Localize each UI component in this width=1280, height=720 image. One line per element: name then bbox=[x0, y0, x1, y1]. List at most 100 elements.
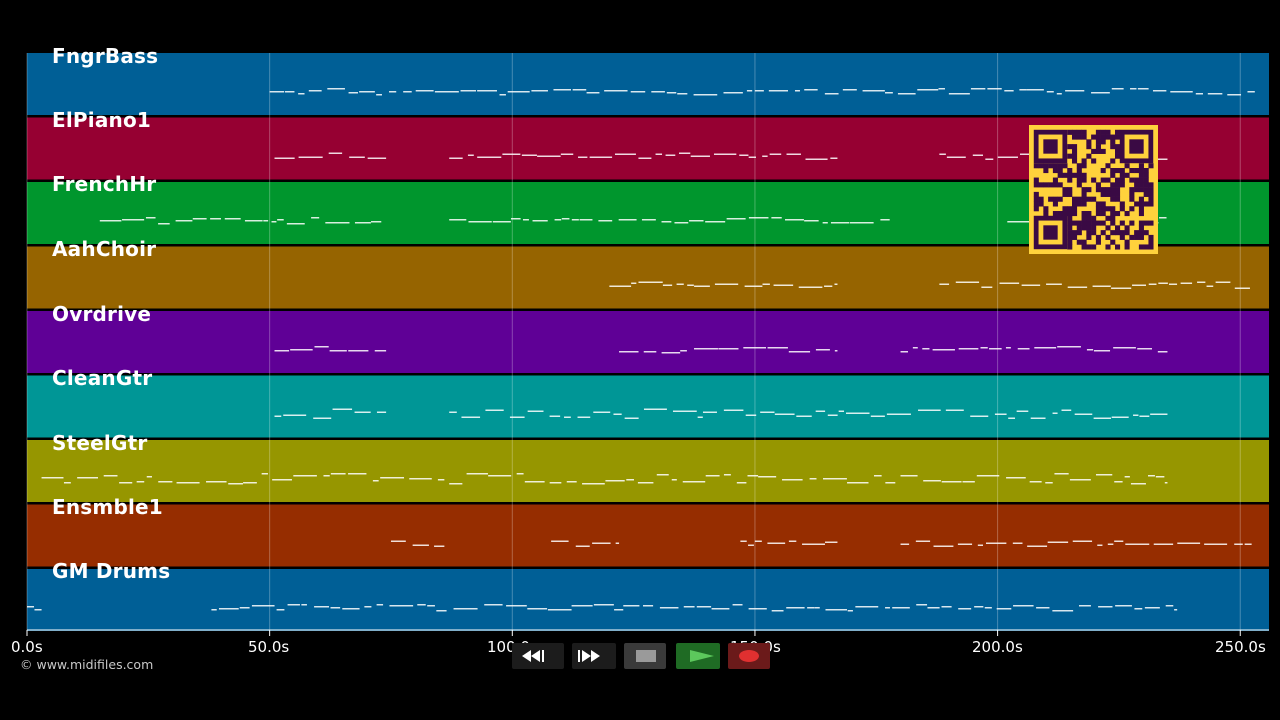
qr-module bbox=[1105, 177, 1111, 183]
qr-module bbox=[1110, 239, 1116, 245]
qr-module bbox=[1091, 196, 1097, 202]
qr-module bbox=[1138, 177, 1144, 183]
qr-module bbox=[1091, 148, 1097, 154]
track-lane-7 bbox=[27, 504, 1269, 567]
qr-module bbox=[1100, 211, 1106, 217]
note-mark bbox=[467, 154, 474, 156]
note-mark bbox=[1092, 285, 1111, 287]
qr-module bbox=[1057, 182, 1063, 188]
note-mark bbox=[274, 350, 290, 352]
note-mark bbox=[158, 481, 173, 483]
qr-module bbox=[1067, 187, 1073, 193]
note-mark bbox=[1158, 282, 1168, 284]
note-mark bbox=[376, 94, 382, 96]
note-mark bbox=[702, 411, 717, 413]
qr-module bbox=[1072, 153, 1078, 159]
qr-module bbox=[1138, 244, 1144, 250]
qr-module bbox=[1138, 172, 1144, 178]
qr-module bbox=[1129, 220, 1135, 226]
note-mark bbox=[985, 542, 1007, 544]
note-mark bbox=[176, 482, 200, 484]
note-mark bbox=[760, 411, 775, 413]
note-mark bbox=[980, 347, 988, 349]
qr-module bbox=[1134, 230, 1140, 236]
note-mark bbox=[502, 153, 521, 155]
time-tick-200: 200.0s bbox=[972, 638, 1023, 656]
note-mark bbox=[714, 283, 739, 285]
note-mark bbox=[485, 409, 504, 411]
note-mark bbox=[1168, 283, 1178, 285]
note-mark bbox=[298, 93, 305, 95]
note-mark bbox=[782, 479, 803, 481]
qr-module bbox=[1057, 168, 1063, 174]
note-mark bbox=[900, 475, 918, 477]
note-mark bbox=[1097, 544, 1103, 546]
qr-module bbox=[1119, 220, 1125, 226]
qr-module bbox=[1072, 211, 1078, 217]
note-mark bbox=[1204, 543, 1228, 545]
note-mark bbox=[694, 348, 718, 350]
qr-module bbox=[1115, 134, 1121, 140]
qr-module bbox=[1081, 191, 1087, 197]
qr-module bbox=[1081, 201, 1087, 207]
play-button[interactable] bbox=[676, 643, 720, 669]
qr-module bbox=[1048, 163, 1054, 169]
qr-module bbox=[1105, 225, 1111, 231]
qr-module bbox=[1052, 196, 1058, 202]
note-mark bbox=[579, 219, 593, 221]
note-mark bbox=[206, 481, 227, 483]
note-mark bbox=[1206, 285, 1214, 287]
note-mark bbox=[276, 609, 285, 611]
note-mark bbox=[932, 349, 955, 351]
qr-module bbox=[1115, 153, 1121, 159]
qr-module bbox=[1043, 182, 1049, 188]
note-mark bbox=[614, 609, 624, 611]
note-mark bbox=[532, 220, 548, 222]
qr-module bbox=[1105, 163, 1111, 169]
note-mark bbox=[618, 219, 637, 221]
qr-module bbox=[1119, 234, 1125, 240]
note-mark bbox=[354, 411, 371, 413]
note-mark bbox=[277, 219, 284, 221]
qr-module bbox=[1086, 215, 1092, 221]
qr-module bbox=[1100, 148, 1106, 154]
note-mark bbox=[436, 610, 447, 612]
note-mark bbox=[1004, 90, 1014, 92]
note-mark bbox=[769, 153, 782, 155]
note-mark bbox=[830, 157, 838, 159]
qr-module bbox=[1115, 244, 1121, 250]
qr-module bbox=[1067, 230, 1073, 236]
note-mark bbox=[794, 90, 800, 92]
record-button[interactable] bbox=[728, 643, 770, 669]
note-mark bbox=[572, 89, 587, 91]
note-mark bbox=[987, 88, 1002, 90]
note-mark bbox=[578, 156, 588, 158]
note-mark bbox=[609, 285, 632, 287]
note-mark bbox=[631, 282, 637, 284]
note-mark bbox=[593, 411, 611, 413]
note-mark bbox=[665, 154, 676, 156]
note-mark bbox=[1093, 350, 1111, 352]
note-mark bbox=[1047, 541, 1069, 543]
fast-forward-button[interactable] bbox=[572, 643, 616, 669]
note-mark bbox=[744, 285, 763, 287]
qr-module bbox=[1134, 201, 1140, 207]
qr-module bbox=[1138, 163, 1144, 169]
note-mark bbox=[912, 347, 918, 349]
stop-button[interactable] bbox=[624, 643, 666, 669]
note-mark bbox=[847, 482, 869, 484]
qr-module bbox=[1095, 182, 1101, 188]
qr-module bbox=[1119, 206, 1125, 212]
note-mark bbox=[348, 92, 358, 94]
qr-module bbox=[1081, 129, 1087, 135]
note-mark bbox=[449, 411, 457, 413]
note-mark bbox=[468, 221, 492, 223]
note-mark bbox=[767, 347, 788, 349]
note-mark bbox=[900, 543, 910, 545]
note-mark bbox=[785, 219, 804, 221]
rewind-button[interactable] bbox=[512, 643, 564, 669]
qr-module bbox=[1086, 153, 1092, 159]
qr-module bbox=[1072, 206, 1078, 212]
note-mark bbox=[434, 545, 445, 547]
